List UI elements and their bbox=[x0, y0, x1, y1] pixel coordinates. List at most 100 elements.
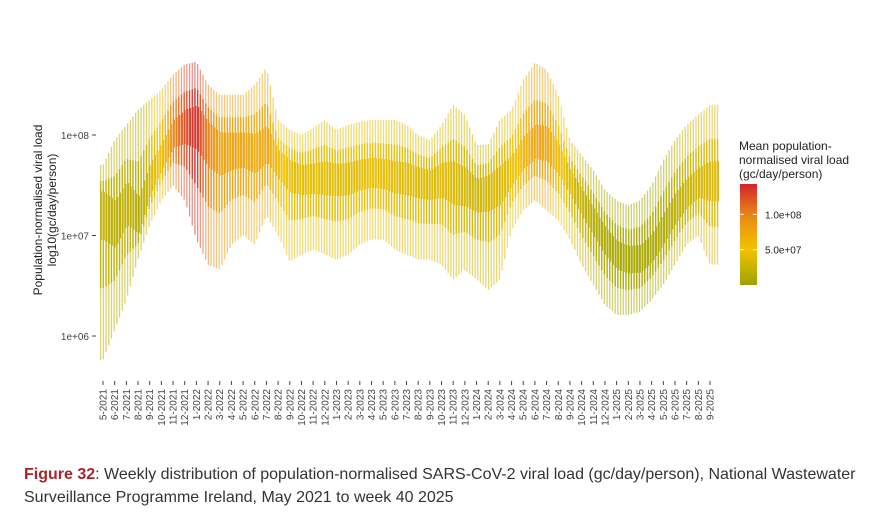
weekly-violin bbox=[479, 145, 482, 284]
weekly-violin bbox=[221, 94, 224, 266]
weekly-violin bbox=[129, 119, 132, 287]
x-tick-label: 3-2022 bbox=[215, 389, 226, 421]
weekly-violin bbox=[622, 203, 625, 315]
weekly-violin bbox=[398, 122, 402, 252]
x-tick-label: 7-2021 bbox=[122, 389, 133, 421]
weekly-violin bbox=[469, 127, 472, 274]
x-tick-label: 7-2022 bbox=[262, 389, 273, 421]
weekly-violin bbox=[627, 205, 631, 315]
x-tick-label: 6-2022 bbox=[250, 389, 261, 421]
weekly-violin bbox=[312, 127, 315, 250]
weekly-violin bbox=[517, 92, 520, 220]
weekly-violin bbox=[528, 71, 531, 206]
weekly-violin bbox=[293, 132, 297, 259]
weekly-violin bbox=[307, 130, 310, 252]
weekly-violin bbox=[576, 149, 579, 256]
weekly-violin bbox=[409, 128, 412, 257]
weekly-violin bbox=[137, 109, 140, 259]
x-tick-label: 12-2023 bbox=[460, 389, 471, 426]
weekly-violin bbox=[393, 119, 396, 250]
weekly-violin bbox=[172, 74, 175, 186]
weekly-violin bbox=[328, 124, 332, 257]
x-tick-label: 9-2021 bbox=[145, 389, 156, 421]
weekly-violin bbox=[668, 150, 671, 275]
weekly-violin bbox=[425, 138, 429, 260]
x-tick-label: 5-2023 bbox=[379, 389, 390, 421]
weekly-violin bbox=[549, 78, 553, 214]
x-tick-label: 2-2024 bbox=[484, 389, 495, 421]
weekly-violin bbox=[487, 144, 491, 290]
weekly-violin bbox=[603, 189, 606, 304]
x-tick-label: 4-2023 bbox=[367, 389, 378, 421]
x-tick-label: 11-2021 bbox=[169, 389, 180, 425]
x-tick-label: 9-2024 bbox=[565, 389, 576, 421]
weekly-violin bbox=[587, 163, 590, 277]
x-tick-label: 1-2022 bbox=[192, 389, 203, 421]
weekly-violin bbox=[366, 120, 369, 242]
weekly-violin bbox=[248, 89, 251, 240]
weekly-violin bbox=[450, 108, 453, 277]
weekly-violin bbox=[339, 128, 342, 258]
weekly-violin bbox=[253, 85, 256, 245]
weekly-violin bbox=[614, 199, 617, 314]
weekly-violin bbox=[692, 119, 695, 240]
weekly-violin bbox=[121, 130, 124, 311]
weekly-violin bbox=[697, 114, 701, 237]
weekly-violin bbox=[689, 121, 693, 242]
weekly-violin bbox=[711, 104, 714, 265]
x-tick-label: 4-2025 bbox=[647, 389, 658, 421]
weekly-violin bbox=[592, 170, 596, 286]
x-tick-label: 7-2024 bbox=[542, 389, 553, 421]
weekly-violin bbox=[520, 85, 523, 215]
x-tick-label: 5-2025 bbox=[659, 389, 670, 421]
weekly-violin bbox=[390, 119, 394, 247]
weekly-violin bbox=[423, 137, 426, 260]
weekly-violin bbox=[156, 93, 159, 210]
weekly-violin bbox=[215, 92, 218, 269]
x-tick-label: 5-2022 bbox=[239, 389, 250, 421]
weekly-violin bbox=[140, 107, 143, 251]
weekly-violin bbox=[649, 187, 652, 302]
weekly-violin bbox=[124, 126, 127, 304]
x-axis: 5-2021 6-2021 7-2021 8-2021 9-2021 10-2021 11-… bbox=[99, 381, 717, 426]
weekly-violin bbox=[237, 94, 240, 240]
x-tick-label: 2-2025 bbox=[624, 389, 635, 421]
x-tick-label: 11-2024 bbox=[589, 389, 600, 425]
weekly-violin bbox=[544, 68, 547, 210]
x-tick-label: 8-2024 bbox=[554, 389, 565, 421]
weekly-violin bbox=[557, 96, 561, 222]
weekly-violin bbox=[547, 72, 550, 212]
weekly-violin bbox=[105, 158, 108, 353]
caption-text: : Weekly distribution of population-norm… bbox=[24, 466, 856, 506]
y-axis: 1e+08 1e+07 1e+06 bbox=[61, 131, 96, 343]
weekly-violin bbox=[611, 196, 614, 312]
x-tick-label: 3-2025 bbox=[635, 389, 646, 421]
weekly-violin bbox=[275, 109, 278, 232]
weekly-violin bbox=[442, 122, 445, 267]
weekly-violin bbox=[234, 94, 237, 242]
weekly-violin bbox=[498, 121, 501, 281]
weekly-violin bbox=[296, 133, 299, 258]
x-tick-label: 12-2022 bbox=[320, 389, 331, 426]
weekly-violin bbox=[501, 118, 504, 271]
x-tick-label: 9-2023 bbox=[425, 389, 436, 421]
weekly-violin bbox=[178, 69, 181, 193]
weekly-violin bbox=[269, 85, 272, 223]
weekly-violin bbox=[431, 137, 434, 261]
weekly-violin bbox=[477, 145, 480, 281]
weekly-violin bbox=[471, 134, 474, 277]
x-tick-label: 4-2024 bbox=[507, 389, 518, 421]
weekly-violin bbox=[455, 107, 458, 278]
weekly-violin bbox=[159, 91, 162, 204]
x-tick-label: 8-2021 bbox=[134, 389, 145, 421]
weekly-violin bbox=[264, 69, 267, 219]
weekly-violin bbox=[199, 69, 202, 249]
weekly-violin bbox=[539, 65, 542, 205]
x-tick-label: 9-2022 bbox=[285, 389, 296, 421]
weekly-violin bbox=[646, 190, 650, 305]
weekly-violin bbox=[420, 136, 423, 260]
weekly-violin bbox=[665, 154, 668, 280]
weekly-violin bbox=[625, 204, 628, 315]
weekly-violin bbox=[337, 129, 340, 260]
weekly-violin bbox=[210, 87, 213, 266]
